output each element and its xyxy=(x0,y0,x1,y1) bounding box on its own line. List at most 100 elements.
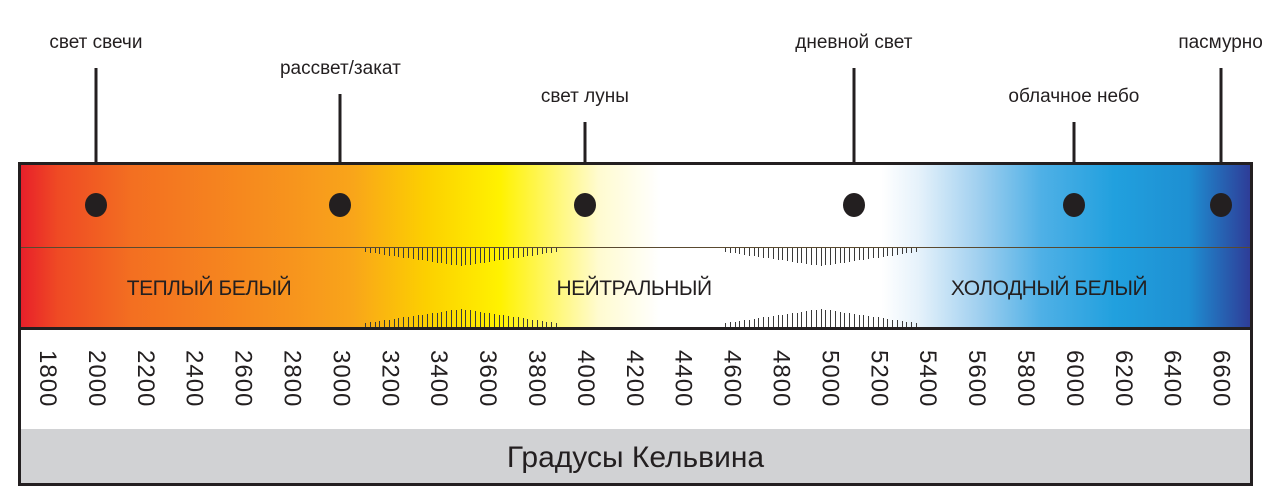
ruler-tick xyxy=(849,313,851,327)
ruler-tick xyxy=(374,248,376,254)
ruler-tick xyxy=(906,248,908,254)
ruler-tick xyxy=(398,248,400,257)
ruler-tick xyxy=(513,316,515,327)
ruler-tick xyxy=(513,248,515,259)
ruler-tick xyxy=(734,321,736,327)
ruler-tick xyxy=(772,248,774,259)
ruler-tick xyxy=(758,248,760,257)
ruler-tick xyxy=(873,248,875,259)
ruler-tick xyxy=(739,320,741,327)
ruler-tick xyxy=(465,309,467,327)
callout-dot xyxy=(842,193,865,217)
callout-dot xyxy=(1209,193,1232,217)
callout-label: пасмурно xyxy=(1178,32,1263,53)
ruler-tick xyxy=(407,316,409,327)
ruler-tick xyxy=(748,248,750,256)
ruler-tick xyxy=(536,320,538,327)
ruler-tick xyxy=(493,248,495,262)
ruler-tick xyxy=(868,248,870,259)
ruler-tick xyxy=(729,248,731,253)
zone-cool-white: ХОЛОДНЫЙ БЕЛЫЙ xyxy=(950,277,1148,300)
scale-label: 5400 xyxy=(914,350,942,408)
scale-label: 5000 xyxy=(816,350,844,408)
ruler-tick xyxy=(887,248,889,257)
ruler-tick xyxy=(556,248,557,252)
ruler-tick xyxy=(450,248,452,265)
ruler-tick xyxy=(887,318,889,327)
callout-label: свет свечи xyxy=(49,32,143,53)
ruler-tick xyxy=(541,320,543,327)
kelvin-scale: ТЕПЛЫЙ БЕЛЫЙ НЕЙТРАЛЬНЫЙ ХОЛОДНЫЙ БЕЛЫЙ … xyxy=(18,162,1253,486)
ruler-tick xyxy=(369,248,371,253)
ruler-tick xyxy=(820,309,822,327)
ruler-tick xyxy=(825,248,827,266)
ruler-tick xyxy=(541,248,543,255)
ruler-tick xyxy=(801,248,803,264)
ruler-tick xyxy=(801,311,803,327)
ruler-tick xyxy=(474,311,476,327)
ruler-tick xyxy=(844,312,846,327)
ruler-tick xyxy=(407,248,409,259)
ruler-tick xyxy=(474,248,476,264)
ruler-tick xyxy=(873,316,875,327)
scale-label: 4200 xyxy=(620,350,648,408)
ruler-tick xyxy=(546,248,548,254)
ruler-tick xyxy=(806,248,808,264)
ruler-tick xyxy=(868,316,870,327)
ruler-tick xyxy=(450,310,452,327)
scale-label: 3800 xyxy=(523,350,550,408)
callout-line xyxy=(338,94,342,205)
ruler-tick xyxy=(384,320,386,327)
ruler-tick xyxy=(489,248,491,262)
ruler-tick xyxy=(782,248,784,261)
ruler-tick xyxy=(508,316,510,327)
scale-label: 2800 xyxy=(278,350,306,408)
ruler-tick xyxy=(767,316,769,327)
ruler-tick xyxy=(436,312,438,327)
ruler-tick xyxy=(470,248,472,265)
scale-label: 2400 xyxy=(180,350,208,408)
ruler-tick xyxy=(844,248,846,263)
callout-label: свет луны xyxy=(540,86,629,107)
ruler-tick xyxy=(777,315,779,327)
scale-label: 2600 xyxy=(229,350,257,408)
ruler-tick xyxy=(393,318,395,327)
ruler-tick xyxy=(834,311,836,327)
ruler-tick xyxy=(412,316,414,327)
ruler-tick xyxy=(532,248,534,256)
ruler-tick xyxy=(748,319,750,327)
ruler-tick xyxy=(503,315,505,327)
ruler-tick xyxy=(892,248,894,256)
ruler-tick xyxy=(527,318,529,327)
ruler-tick xyxy=(379,320,381,327)
ruler-tick xyxy=(431,248,433,262)
ruler-tick xyxy=(503,248,505,260)
ruler-tick xyxy=(403,248,405,258)
ruler-tick xyxy=(796,312,798,327)
scale-numbers: 1800 2000 2200 2400 2600 2800 3000 3200 3400 3600… xyxy=(21,330,1250,430)
ruler-tick xyxy=(441,248,443,264)
ruler-tick xyxy=(772,316,774,327)
ruler-tick xyxy=(911,248,913,253)
ruler-tick xyxy=(806,311,808,327)
ruler-tick xyxy=(753,318,755,327)
callout-dot xyxy=(573,193,596,217)
ruler-tick xyxy=(767,248,769,259)
ruler-tick xyxy=(863,248,865,260)
ruler-tick xyxy=(388,248,390,256)
ruler-tick xyxy=(460,248,462,266)
ruler-tick xyxy=(863,315,865,327)
callout-line xyxy=(94,68,98,205)
ruler-tick xyxy=(455,309,457,327)
ruler-tick xyxy=(882,248,884,257)
ruler-tick xyxy=(551,248,553,253)
ruler-tick xyxy=(906,321,908,327)
ruler-tick xyxy=(858,314,860,327)
callout-dot xyxy=(84,193,107,217)
ruler-tick xyxy=(916,323,917,327)
ruler-tick xyxy=(522,248,524,257)
ruler-tick xyxy=(546,321,548,327)
ruler-tick xyxy=(422,248,424,261)
ruler-tick xyxy=(763,317,765,327)
ruler-tick xyxy=(896,248,898,255)
